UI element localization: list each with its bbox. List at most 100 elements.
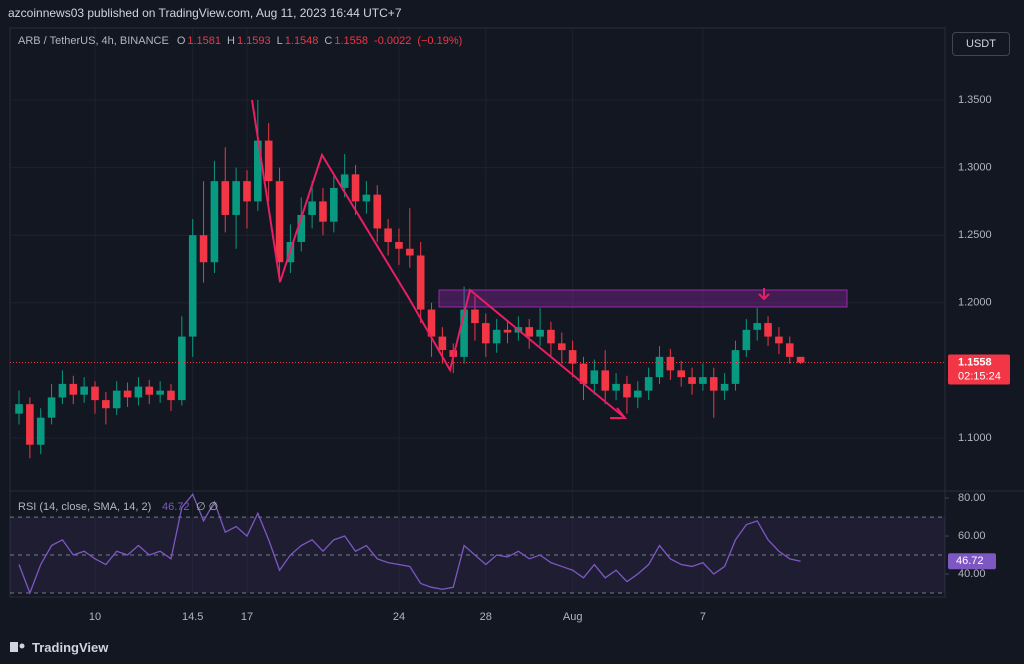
y-tick-label: 1.3000 [958,162,992,174]
candle-body [709,377,718,391]
candle-body [297,214,306,242]
candle-body [36,417,45,445]
last-price-label: 1.1558 [958,356,992,368]
candle-body [492,329,501,344]
candle-body [102,400,110,409]
publisher: azcoinnews03 published on TradingView.co… [8,6,402,20]
candle-body [243,181,251,202]
candle-body [221,181,230,215]
rsi-title: RSI (14, close, SMA, 14, 2) [18,501,151,513]
y-tick-label: 60.00 [958,530,986,542]
arrow-head [610,407,628,419]
legend: ARB / TetherUS, 4h, BINANCE O 1.1581 H 1.1… [18,35,466,47]
candle-body [438,336,447,351]
rsi-extra: ∅ ∅ [196,501,218,513]
x-tick-label: 10 [89,611,101,623]
candle-body [471,309,479,324]
candle-body [601,370,610,391]
zone [438,289,848,308]
candle-body [134,386,143,398]
candle-body [753,323,761,330]
value: 1.1593 [236,35,271,47]
value: 1.1581 [187,35,222,47]
x-tick-label: 24 [393,611,405,623]
x-tick-label: 7 [700,611,706,623]
candle-body [319,201,327,222]
candle-body [15,404,23,414]
currency-button[interactable]: USDT [952,32,1010,56]
candle-body [482,323,490,344]
candle-body [26,404,34,445]
candle-body [699,377,707,384]
label: L [276,35,283,47]
candle-body [330,187,338,222]
candle-body [775,336,783,344]
candle-body [264,140,273,182]
candle-body [460,309,468,357]
candle-body [362,194,371,202]
rsi-line [18,493,801,595]
value: 1.1558 [334,35,369,47]
candle-body [351,174,360,202]
symbol: ARB / TetherUS, 4h, BINANCE [18,35,169,47]
candle-body [623,383,631,398]
candle-body [188,235,197,337]
candle-body [123,390,132,398]
candle-body [612,383,620,391]
x-tick-label: 28 [480,611,492,623]
candle-body [69,383,78,395]
grid [10,28,949,597]
candle-body [167,390,175,401]
candle-body [742,329,751,351]
candle-body [156,390,164,395]
candle-body [406,248,414,256]
candle-body [688,377,696,384]
candle-body [254,140,262,202]
candle-body [210,181,219,263]
candle-body [796,356,805,363]
candle-body [557,343,566,351]
logo [10,642,25,652]
y-tick-label: 80.00 [958,492,986,504]
change: -0.0022 [374,35,412,47]
candle-body [720,383,729,391]
y-tick-label: 1.2500 [958,229,992,241]
candle-body [427,309,436,337]
candle-body [232,181,240,215]
candle-body [568,350,577,364]
candle-body [547,329,555,344]
rsi-value-label: 46.72 [956,555,984,567]
last-price-box [948,354,1010,385]
candle-body [731,350,740,384]
label: C [324,35,333,47]
candle-body [503,329,512,333]
label: O [176,35,186,47]
drawings [251,99,848,419]
logo-mark [10,642,18,652]
y-tick-label: 1.3500 [958,94,992,106]
y-tick-label: 1.1000 [958,432,992,444]
candle-body [384,228,392,242]
y-tick-label: 40.00 [958,568,986,580]
rsi-value-box [948,553,996,570]
candle-body [199,235,208,263]
footer: TradingView [32,640,109,655]
logo-mark [19,643,25,649]
axes: 10 17 24 28 Aug 7 14.5 1.3500 1.3000 1.2500 1.2000… [89,94,1010,623]
x-tick-label: 14.5 [182,611,203,623]
rsi-value: 46.72 [162,501,190,513]
candle-body [666,356,675,371]
candle-body [275,181,284,263]
candle-body [655,356,664,378]
y-tick-label: 1.2000 [958,297,992,309]
candle-body [145,386,154,395]
candle-body [395,241,403,249]
countdown: 02:15:24 [958,370,1001,382]
candle-body [579,363,588,384]
candle-body [58,383,67,398]
candle-body [633,390,642,398]
candle-body [47,397,56,418]
marker-arrow-head [758,293,770,301]
